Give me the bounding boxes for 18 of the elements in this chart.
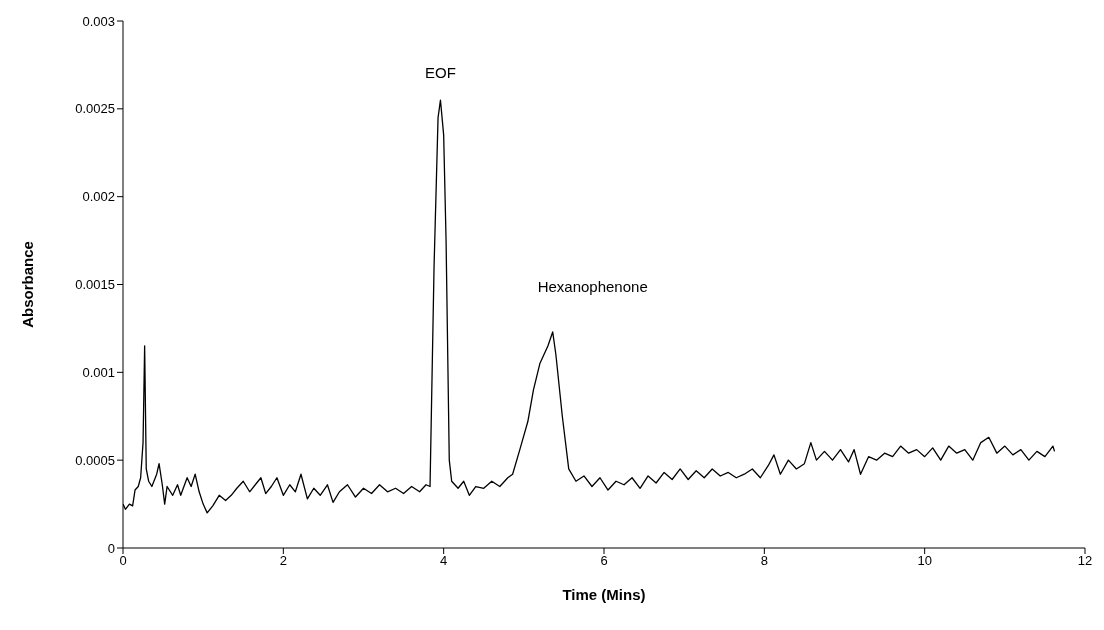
y-tick-label: 0 [107, 540, 115, 556]
y-tick-label: 0.002 [82, 189, 115, 205]
x-tick-label: 4 [440, 553, 448, 569]
y-axis-title: Absorbance [19, 241, 37, 328]
x-tick-label: 2 [279, 553, 287, 569]
y-tick-label: 0.0005 [75, 452, 115, 468]
x-axis-title: Time (Mins) [562, 586, 646, 603]
y-tick-label: 0.001 [82, 364, 115, 380]
x-tick-label: 6 [600, 553, 608, 569]
x-tick-label: 8 [760, 553, 768, 569]
x-tick-label: 12 [1077, 553, 1093, 569]
x-tick-label: 0 [119, 553, 127, 569]
y-tick-label: 0.0025 [75, 101, 115, 117]
x-tick-label: 10 [917, 553, 932, 569]
y-tick-label: 0.003 [82, 13, 115, 29]
y-tick-label: 0.0015 [75, 277, 115, 293]
annotation: EOF [425, 64, 456, 82]
annotation: Hexanophenone [537, 277, 648, 295]
